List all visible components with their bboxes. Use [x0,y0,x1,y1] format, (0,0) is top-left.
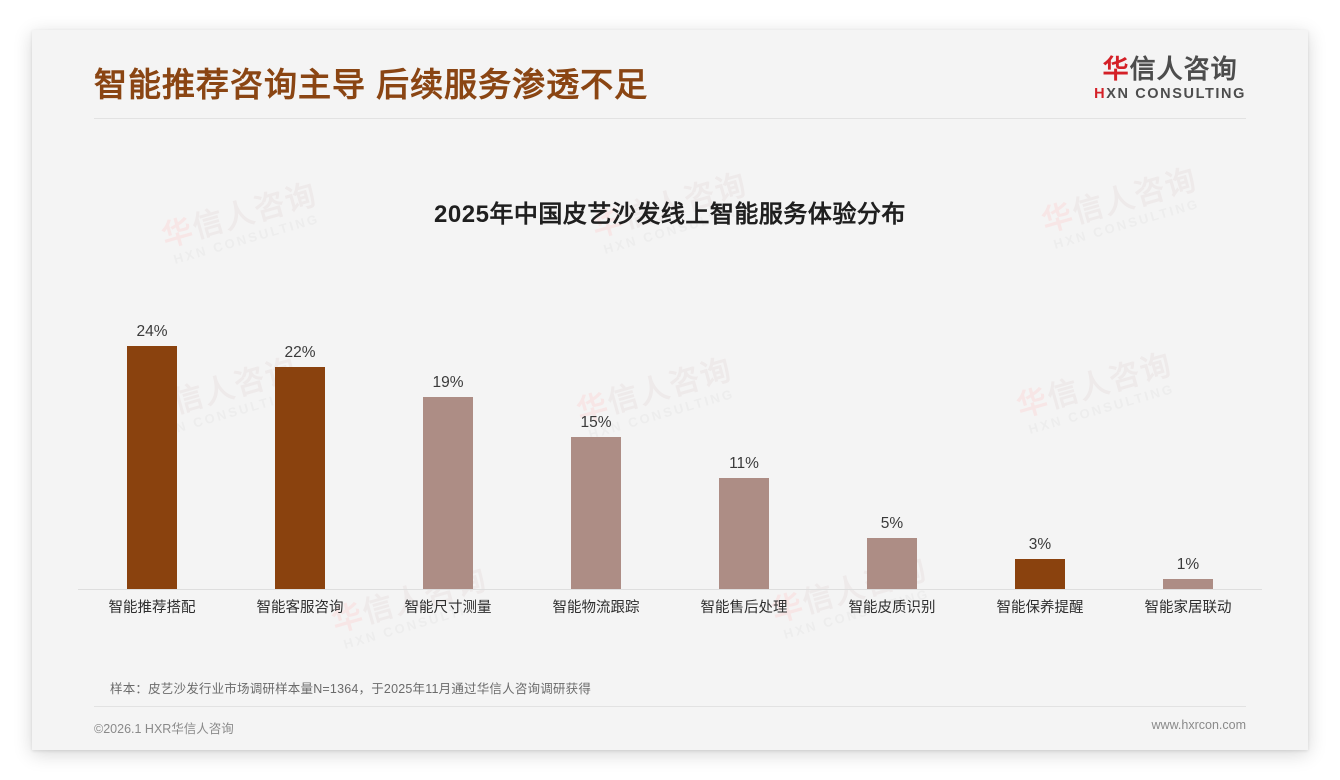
bar-value-label: 3% [1028,535,1052,553]
x-axis-label: 智能皮质识别 [848,600,936,616]
x-axis-label: 智能尺寸测量 [404,600,492,616]
bar [1015,559,1065,589]
slide-header: 智能推荐咨询主导 后续服务渗透不足 华信人咨询 HXN CONSULTING [32,30,1308,120]
bar [127,346,177,589]
bar [719,478,769,589]
bar-series: 24% 22% 19% 15% 11% 5% 3% 1% [78,280,1262,589]
bar-value-label: 19% [432,373,464,391]
bar [571,437,621,589]
company-logo: 华信人咨询 HXN CONSULTING [1094,54,1246,103]
footer-divider [94,706,1246,707]
x-axis-label: 智能保养提醒 [996,600,1084,616]
bar-group: 3% [966,280,1114,589]
bar-group: 11% [670,280,818,589]
x-axis-label: 智能家居联动 [1144,600,1232,616]
bar-value-label: 22% [284,343,316,361]
bar [1163,579,1213,589]
bar-group: 15% [522,280,670,589]
slide-canvas: 华信人咨询 HXN CONSULTING 华信人咨询 HXN CONSULTIN… [32,30,1308,750]
header-divider [94,118,1246,119]
x-axis-labels: 智能推荐搭配 智能客服咨询 智能尺寸测量 智能物流跟踪 智能售后处理 智能皮质识别 智能保养… [78,596,1262,617]
logo-english-text: HXN CONSULTING [1094,86,1246,103]
x-axis-label: 智能推荐搭配 [108,600,196,616]
bar-value-label: 5% [880,514,904,532]
bar [423,397,473,589]
x-axis-label: 智能物流跟踪 [552,600,640,616]
bar-value-label: 15% [580,413,612,431]
x-axis-label: 智能售后处理 [700,600,788,616]
x-axis-label: 智能客服咨询 [256,600,344,616]
bar-chart-plot-area: 24% 22% 19% 15% 11% 5% 3% 1% [78,280,1262,590]
bar-group: 5% [818,280,966,589]
slide-title: 智能推荐咨询主导 后续服务渗透不足 [94,66,649,103]
bar-group: 19% [374,280,522,589]
bar-group: 22% [226,280,374,589]
bar [275,367,325,589]
copyright-text: ©2026.1 HXR华信人咨询 [94,722,234,736]
bar-value-label: 1% [1176,555,1200,573]
bar-group: 1% [1114,280,1262,589]
sample-note: 样本：皮艺沙发行业市场调研样本量N=1364，于2025年11月通过华信人咨询调… [110,682,592,696]
bar-group: 24% [78,280,226,589]
bar-value-label: 11% [729,454,759,472]
chart-title: 2025年中国皮艺沙发线上智能服务体验分布 [434,201,906,228]
bar [867,538,917,589]
website-url[interactable]: www.hxrcon.com [1151,718,1246,732]
x-axis-line [78,589,1262,590]
logo-chinese-text: 华信人咨询 [1102,54,1238,84]
bar-value-label: 24% [136,322,168,340]
